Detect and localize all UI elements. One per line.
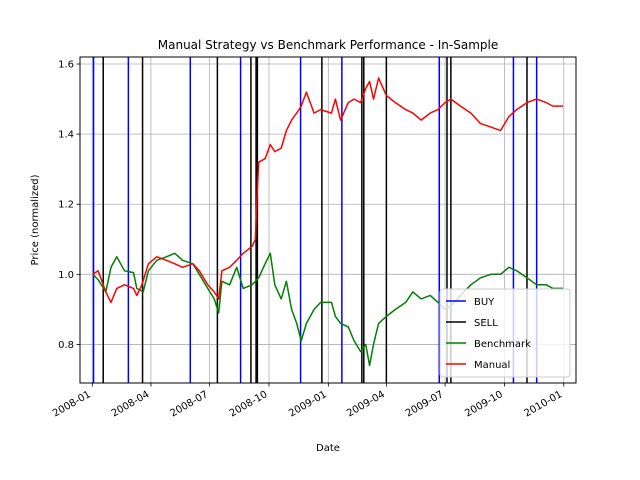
y-tick-label: 1.4 [58, 130, 74, 141]
legend-label: BUY [474, 297, 495, 308]
legend-box [439, 288, 571, 378]
legend-label: Benchmark [474, 339, 531, 350]
y-tick-label: 1.6 [58, 60, 74, 71]
y-tick-label: 1.0 [58, 270, 74, 281]
x-axis-label: Date [316, 443, 340, 454]
y-axis-label: Price (normalized) [30, 174, 41, 265]
chart-title: Manual Strategy vs Benchmark Performance… [158, 38, 498, 52]
legend: BUY SELL Benchmark Manual [439, 288, 571, 378]
series-manual-line [92, 77, 564, 304]
legend-label: Manual [474, 360, 510, 371]
y-tick-label: 0.8 [58, 340, 74, 351]
legend-label: SELL [474, 318, 498, 329]
y-tick-label: 1.2 [58, 200, 74, 211]
